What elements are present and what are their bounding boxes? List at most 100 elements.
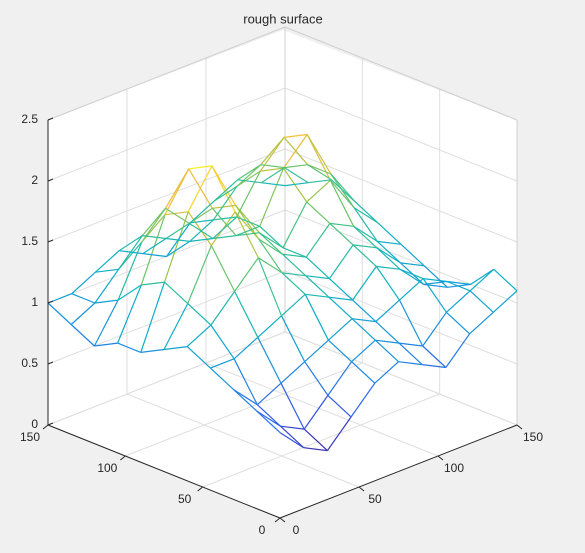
grid-line: [126, 393, 360, 488]
mesh-line: [327, 339, 353, 363]
mesh-line: [399, 268, 425, 285]
mesh-line: [117, 342, 142, 353]
mesh-line: [308, 179, 332, 184]
mesh-line: [237, 179, 262, 184]
mesh-line: [282, 247, 307, 258]
box-edge: [284, 26, 518, 121]
mesh-line: [375, 299, 400, 323]
grid-line: [202, 393, 440, 488]
mesh-line: [211, 207, 237, 236]
x-tick-label: 0: [293, 523, 300, 537]
mesh-line: [237, 164, 262, 181]
mesh-line: [189, 219, 214, 242]
mesh-line: [351, 318, 376, 341]
mesh-line: [374, 361, 399, 384]
mesh-line: [279, 432, 305, 449]
mesh-line: [117, 284, 142, 301]
mesh-line: [329, 222, 354, 246]
mesh-line: [165, 207, 190, 224]
mesh-line: [493, 268, 518, 292]
mesh-line: [330, 179, 356, 202]
mesh-line: [141, 281, 165, 286]
mesh-line: [233, 336, 259, 360]
mesh-line: [305, 275, 330, 298]
mesh-line: [233, 389, 258, 412]
y-tick: [197, 486, 203, 492]
mesh-line: [304, 294, 329, 341]
mesh-line: [210, 245, 236, 292]
mesh-line: [257, 315, 282, 338]
mesh-line: [328, 296, 353, 301]
y-tick-label: 150: [20, 430, 40, 444]
mesh-line: [327, 318, 353, 341]
mesh-line: [210, 358, 235, 369]
x-tick: [279, 517, 286, 523]
mesh-line: [234, 211, 260, 240]
z-tick: [47, 239, 54, 243]
mesh-line: [400, 243, 425, 267]
mesh-line: [304, 361, 329, 396]
mesh-line: [283, 167, 308, 203]
mesh-line: [236, 170, 261, 218]
mesh-line: [210, 291, 236, 326]
mesh-line: [166, 240, 191, 258]
mesh-line: [398, 342, 423, 347]
mesh-line: [258, 238, 283, 274]
mesh-line: [423, 280, 447, 285]
mesh-line: [284, 182, 309, 187]
x-tick: [516, 424, 523, 430]
mesh-line: [211, 165, 237, 206]
mesh-line: [190, 219, 214, 224]
mesh-line: [140, 281, 166, 353]
z-tick: [47, 422, 54, 426]
grid-line: [47, 270, 286, 365]
y-tick: [120, 455, 126, 461]
mesh-line: [95, 268, 119, 273]
mesh-line: [163, 346, 188, 351]
mesh-line: [446, 280, 471, 285]
mesh-line: [94, 250, 120, 273]
mesh-line: [281, 272, 306, 295]
mesh-line: [375, 339, 400, 344]
mesh-line: [305, 293, 329, 298]
mesh-line: [213, 185, 238, 202]
mesh-line: [213, 179, 239, 202]
mesh-line: [423, 283, 448, 288]
mesh-line: [375, 266, 400, 301]
mesh-line: [375, 321, 400, 344]
x-tick: [358, 486, 365, 492]
mesh-line: [281, 293, 306, 317]
mesh-line: [165, 222, 190, 240]
mesh-line: [118, 235, 143, 252]
mesh-line: [304, 339, 329, 363]
y-tick-label: 0: [259, 523, 266, 537]
mesh-line: [71, 293, 96, 304]
mesh-line: [260, 164, 285, 169]
mesh-line: [236, 164, 262, 187]
mesh-line: [261, 182, 286, 187]
mesh-line: [469, 290, 494, 313]
mesh-line: [351, 339, 376, 363]
mesh-line: [470, 268, 495, 285]
mesh-line: [400, 262, 425, 267]
grid-line: [284, 331, 518, 426]
x-tick-label: 150: [523, 430, 543, 444]
mesh-line: [376, 247, 401, 264]
mesh-line: [211, 165, 236, 213]
z-tick-label: 0: [31, 417, 38, 431]
mesh-line: [94, 342, 118, 347]
z-tick: [47, 117, 54, 121]
mesh-line: [188, 168, 213, 209]
mesh-line: [328, 278, 354, 301]
mesh-line: [258, 232, 284, 249]
mesh-line: [303, 447, 328, 452]
mesh-line: [209, 367, 235, 391]
mesh-line: [353, 207, 379, 224]
mesh-line: [258, 238, 283, 255]
grid-line: [284, 87, 518, 182]
grid-line: [47, 148, 286, 243]
mesh-line: [282, 253, 307, 258]
mesh-line: [376, 247, 401, 270]
mesh-line: [282, 201, 308, 249]
mesh-line: [189, 200, 215, 224]
